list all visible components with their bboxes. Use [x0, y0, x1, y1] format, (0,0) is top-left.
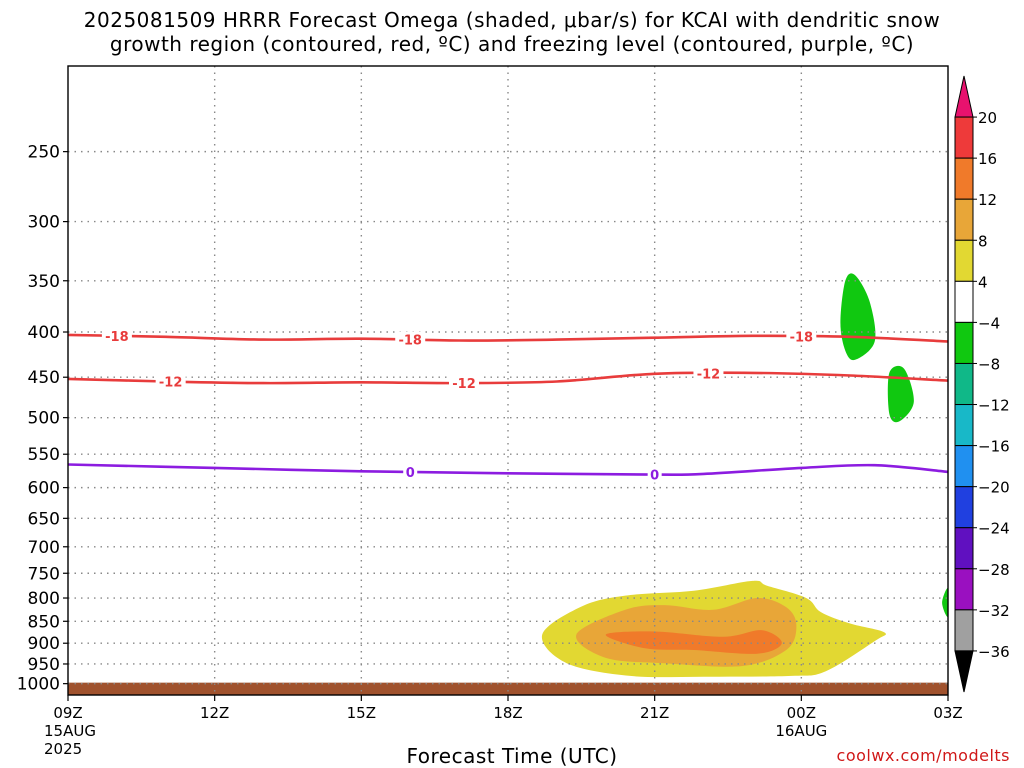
contour-label-0-0: -18 — [105, 330, 129, 345]
colorbar-segment-13 — [954, 609, 974, 652]
colorbar-label-1: 16 — [978, 150, 997, 168]
colorbar-segment-6 — [954, 321, 974, 364]
colorbar-segment-11 — [954, 527, 974, 570]
colorbar-segment-8 — [954, 404, 974, 447]
contour-label-bg-2-0 — [403, 463, 418, 480]
omega-region-4 — [887, 365, 914, 423]
colorbar-segment-7 — [954, 362, 974, 406]
y-tick-label-700: 700 — [28, 538, 60, 558]
colorbar-label-11: −28 — [978, 561, 1010, 579]
contour-label-0-2: -18 — [790, 330, 814, 345]
omega-region-3 — [840, 273, 876, 361]
colorbar-label-13: −36 — [978, 643, 1010, 661]
terrain-band — [68, 682, 948, 695]
colorbar-top-arrow — [954, 75, 974, 118]
x-tick-sub1-09Z: 15AUG — [44, 722, 96, 740]
omega-region-5 — [942, 588, 948, 618]
x-tick-sub1-00Z: 16AUG — [775, 722, 827, 740]
contour-label-bg-1-2 — [693, 365, 724, 382]
contour-label-bg-1-1 — [449, 375, 479, 392]
colorbar-segment-4 — [954, 239, 974, 282]
contour-label-bg-0-1 — [395, 331, 426, 348]
chart-title-line-2: growth region (contoured, red, ºC) and f… — [109, 32, 915, 56]
colorbar-label-12: −32 — [978, 602, 1010, 620]
colorbar-segment-3 — [954, 198, 974, 241]
y-tick-label-500: 500 — [28, 409, 60, 429]
y-tick-label-900: 900 — [28, 634, 60, 654]
x-tick-label-09Z: 09Z — [53, 704, 82, 722]
axes: 2503003504004505005506006507007508008509… — [17, 65, 963, 758]
colorbar-segment-1 — [954, 116, 974, 159]
y-tick-label-450: 450 — [28, 368, 60, 388]
contour-label-bg-1-0 — [155, 373, 186, 390]
colorbar-segment-9 — [954, 445, 974, 488]
colorbar-bottom-arrow — [954, 650, 974, 693]
credit-link[interactable]: coolwx.com/modelts — [836, 746, 1010, 765]
x-tick-label-21Z: 21Z — [640, 704, 669, 722]
colorbar-label-4: 4 — [978, 273, 988, 291]
y-tick-label-750: 750 — [28, 564, 60, 584]
contour-label-1-1: -12 — [452, 377, 476, 392]
y-tick-label-550: 550 — [28, 445, 60, 465]
x-tick-label-03Z: 03Z — [933, 704, 962, 722]
y-tick-label-400: 400 — [28, 323, 60, 343]
colorbar-label-10: −24 — [978, 520, 1010, 538]
x-tick-label-00Z: 00Z — [787, 704, 816, 722]
chart-title-line-1: 2025081509 HRRR Forecast Omega (shaded, … — [83, 8, 941, 32]
contour-line-2 — [67, 463, 949, 477]
y-tick-label-950: 950 — [28, 655, 60, 675]
contour-label-bg-0-0 — [101, 327, 132, 344]
colorbar-label-5: −4 — [978, 314, 1000, 332]
plot-frame — [67, 65, 949, 696]
colorbar-segment-2 — [954, 157, 974, 200]
x-axis-label: Forecast Time (UTC) — [406, 744, 618, 768]
colorbar-label-6: −8 — [978, 355, 1000, 373]
colorbar-label-7: −12 — [978, 397, 1010, 415]
contour-label-bg-2-1 — [647, 466, 662, 483]
colorbar-label-0: 20 — [978, 109, 997, 127]
contour-label-1-0: -12 — [159, 376, 183, 391]
x-tick-sub2-09Z: 2025 — [44, 740, 82, 758]
y-tick-label-300: 300 — [28, 213, 60, 233]
colorbar-segment-12 — [954, 568, 974, 611]
contour-label-2-0: 0 — [406, 466, 415, 481]
terrain-rect — [68, 682, 948, 695]
y-tick-label-800: 800 — [28, 589, 60, 609]
contour-line-1 — [67, 371, 949, 385]
colorbar-segment-10 — [954, 486, 974, 529]
omega-region-2 — [605, 630, 782, 654]
contour-label-1-2: -12 — [697, 367, 721, 382]
y-tick-label-650: 650 — [28, 509, 60, 529]
y-tick-label-250: 250 — [28, 143, 60, 163]
colorbar-segment-5 — [954, 280, 974, 323]
x-tick-label-15Z: 15Z — [347, 704, 376, 722]
contour-label-bg-0-2 — [786, 328, 817, 345]
y-tick-label-350: 350 — [28, 272, 60, 292]
colorbar-label-2: 12 — [978, 191, 997, 209]
y-tick-label-1000: 1000 — [17, 675, 60, 695]
contour-label-0-1: -18 — [398, 334, 422, 349]
colorbar-label-9: −20 — [978, 479, 1010, 497]
y-tick-label-850: 850 — [28, 612, 60, 632]
temperature-contours: -18 -18 -18 -12 -12 -12 0 0 — [67, 327, 949, 484]
contour-label-2-1: 0 — [650, 469, 659, 484]
colorbar-label-8: −16 — [978, 438, 1010, 456]
colorbar-label-3: 8 — [978, 232, 988, 250]
y-tick-label-600: 600 — [28, 479, 60, 499]
colorbar: 20 16 12 8 4 −4 −8 −12 −16 −20 −24 −28 −32 −36 — [954, 75, 1010, 693]
x-tick-label-12Z: 12Z — [200, 704, 229, 722]
x-tick-label-18Z: 18Z — [493, 704, 522, 722]
grid-lines — [68, 66, 948, 695]
